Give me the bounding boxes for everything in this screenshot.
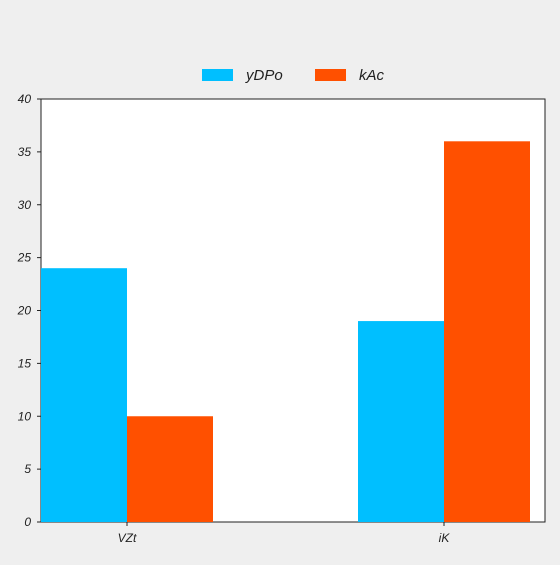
bars-layer <box>41 141 530 523</box>
y-tick-label: 40 <box>18 92 32 106</box>
bar-yDPo-VZt <box>41 268 127 522</box>
legend: yDPo kAc <box>202 67 385 84</box>
x-tick-label: VZt <box>118 531 137 545</box>
y-tick-label: 35 <box>18 145 32 159</box>
bar-yDPo-iK <box>358 321 444 522</box>
y-tick-label: 15 <box>18 356 32 370</box>
x-axis: VZt iK <box>118 522 451 545</box>
y-tick-label: 20 <box>17 304 32 318</box>
legend-swatch-yDPo <box>202 69 233 81</box>
bar-kAc-VZt <box>127 416 213 522</box>
y-tick-label: 10 <box>18 409 32 423</box>
y-axis: 0 5 10 15 20 25 30 35 40 <box>17 92 41 529</box>
bar-kAc-iK <box>444 141 530 523</box>
y-tick-label: 30 <box>18 198 32 212</box>
legend-label: yDPo <box>245 67 283 84</box>
y-tick-label: 5 <box>24 462 31 476</box>
y-tick-label: 0 <box>24 515 31 529</box>
legend-label: kAc <box>359 67 385 84</box>
x-tick-label: iK <box>439 531 451 545</box>
legend-swatch-kAc <box>315 69 346 81</box>
y-tick-label: 25 <box>17 251 32 265</box>
